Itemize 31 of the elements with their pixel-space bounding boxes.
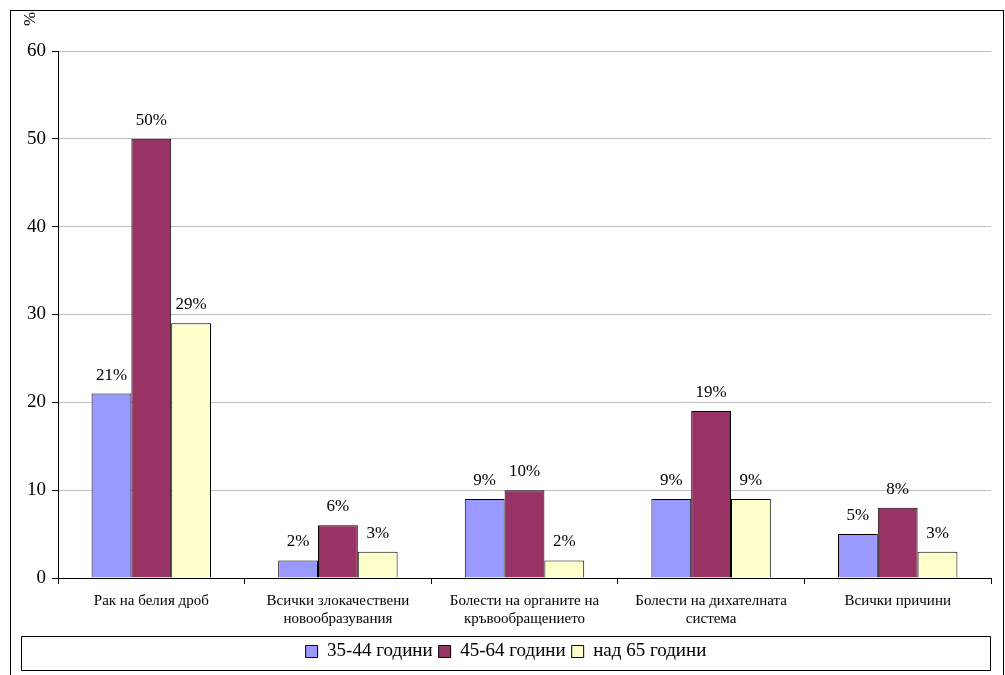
data-label: 19% [695,382,727,402]
y-tick-label: 40 [27,214,46,236]
data-label: 2% [552,531,576,551]
data-label: 2% [286,531,310,551]
data-label: 9% [659,469,683,489]
data-label: 5% [846,505,870,525]
y-tick-label: 60 [27,38,46,60]
data-label: 9% [739,469,763,489]
data-label: 3% [366,522,390,542]
y-tick-label: 30 [27,302,46,324]
y-tick-label: 20 [27,390,46,412]
data-label: 21% [95,364,128,384]
y-tick-label: 0 [36,565,46,587]
x-tick-label: Всички злокачествени новообразувания [266,591,410,626]
x-tick-label: Болести на органите на кръвообращението [449,591,600,626]
y-tick-label: 50 [27,126,46,148]
legend-label: 45-64 години [460,639,566,661]
data-label: 6% [326,496,350,516]
data-label: 9% [473,469,497,489]
x-tick-label: Рак на белия дроб [93,591,210,608]
data-label: 29% [175,294,207,314]
data-label: 3% [926,522,949,542]
y-tick-label: 10 [27,478,46,500]
data-label: 50% [135,109,167,129]
x-tick-label: Всички причини [844,591,951,608]
legend-label: 35-44 години [327,639,433,661]
data-label: 8% [886,478,910,498]
x-tick-label: Болести на дихателната система [635,591,788,626]
data-label: 10% [508,461,541,481]
y-axis-title: % [20,11,40,27]
legend-label: над 65 години [593,639,707,661]
